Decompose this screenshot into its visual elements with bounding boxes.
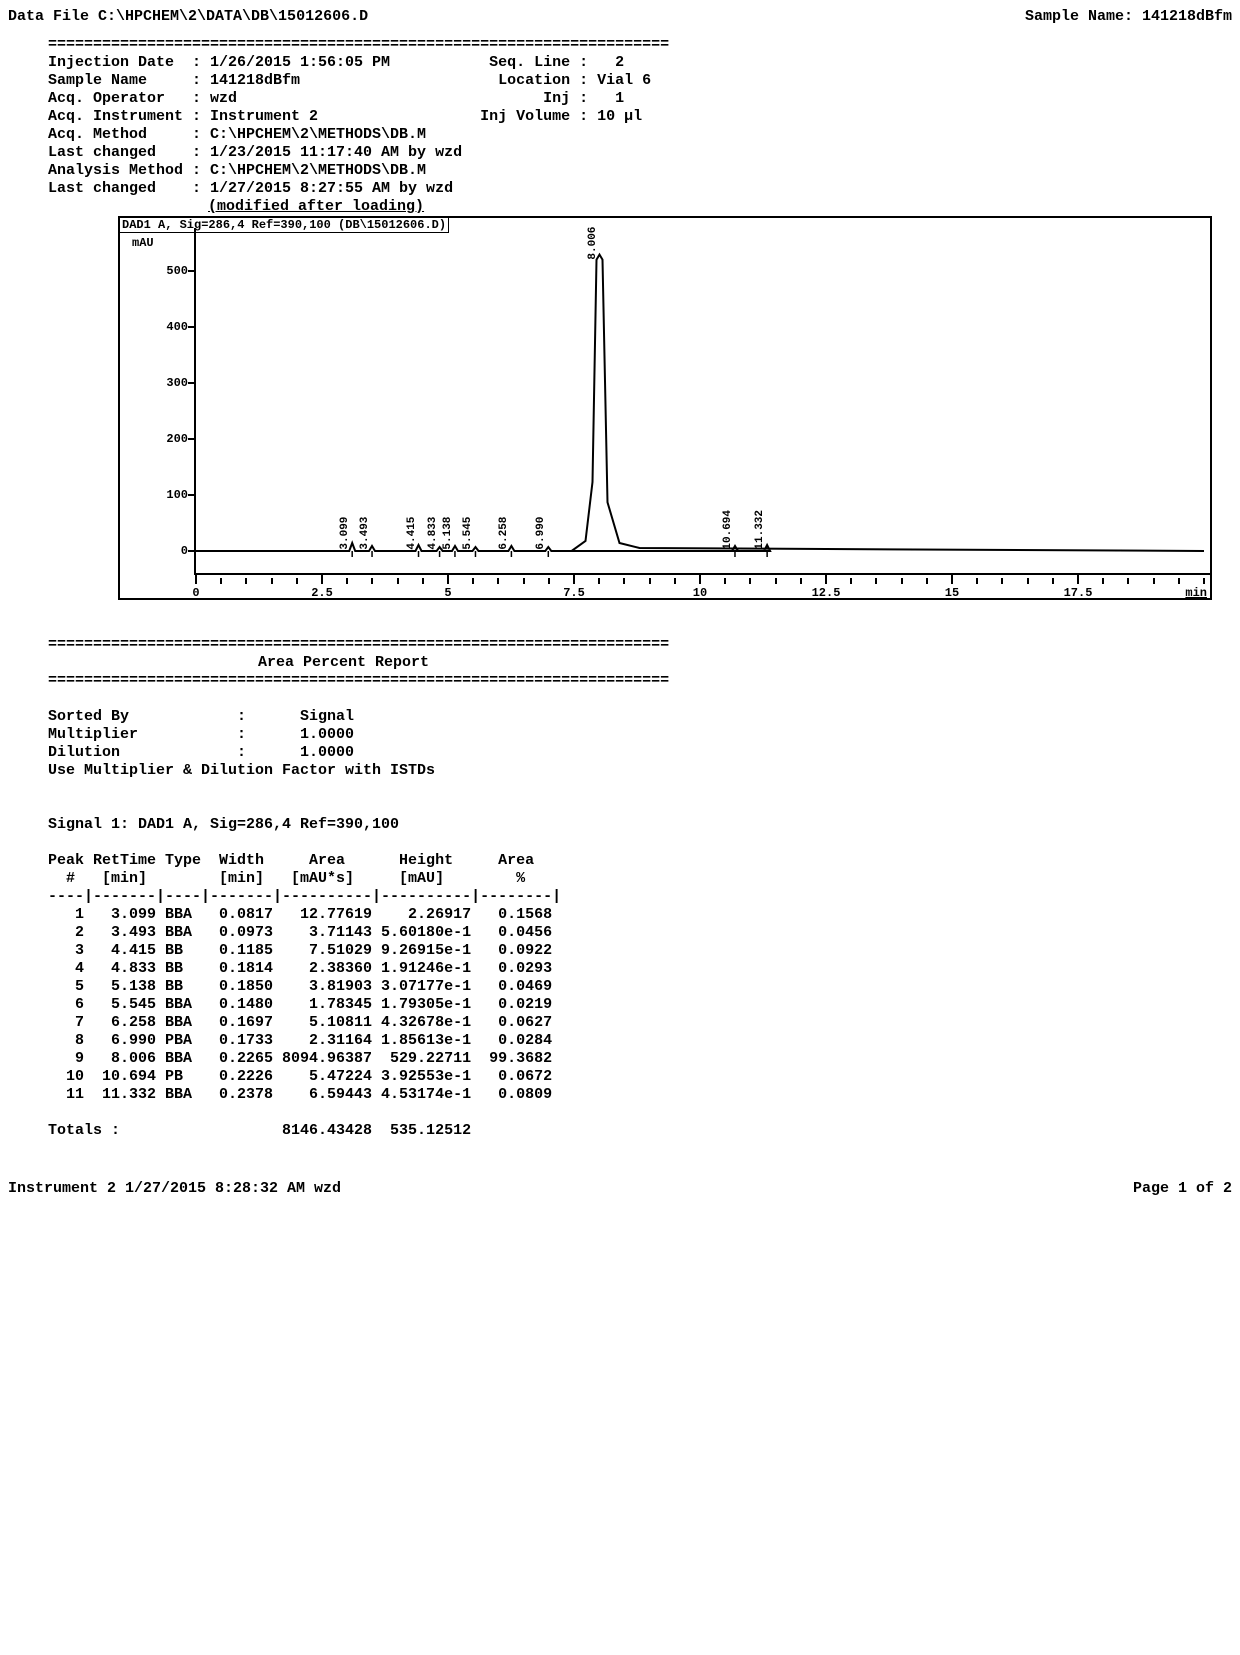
- x-minor-tick: [850, 578, 852, 584]
- y-tick: [188, 326, 194, 328]
- y-tick-label: 0: [148, 544, 188, 558]
- x-minor-tick: [497, 578, 499, 584]
- x-tick-label: 15: [945, 586, 959, 600]
- x-minor-tick: [296, 578, 298, 584]
- data-file-path: C:\HPCHEM\2\DATA\DB\15012606.D: [98, 8, 368, 25]
- x-tick-label: 17.5: [1064, 586, 1093, 600]
- x-tick: [195, 574, 197, 584]
- x-tick-label: 7.5: [563, 586, 585, 600]
- x-minor-tick: [422, 578, 424, 584]
- header-row: Data File C:\HPCHEM\2\DATA\DB\15012606.D…: [8, 8, 1232, 26]
- x-minor-tick: [271, 578, 273, 584]
- y-tick: [188, 438, 194, 440]
- x-tick: [447, 574, 449, 584]
- x-minor-tick: [346, 578, 348, 584]
- x-minor-tick: [649, 578, 651, 584]
- report-params: Sorted By : Signal Multiplier : 1.0000 D…: [48, 708, 1232, 780]
- peak-label: 6.258: [498, 517, 511, 550]
- x-tick-label: 10: [693, 586, 707, 600]
- x-minor-tick: [724, 578, 726, 584]
- footer-right: Page 1 of 2: [1133, 1180, 1232, 1198]
- x-minor-tick: [926, 578, 928, 584]
- data-file-label: Data File: [8, 8, 89, 25]
- table-rule: ----|-------|----|-------|----------|---…: [48, 888, 1232, 906]
- x-tick-label: 5: [444, 586, 451, 600]
- peak-label: 11.332: [754, 510, 767, 550]
- y-tick-label: 300: [148, 376, 188, 390]
- x-tick-label: 0: [192, 586, 199, 600]
- x-minor-tick: [472, 578, 474, 584]
- x-minor-tick: [1203, 578, 1205, 584]
- y-tick: [188, 550, 194, 552]
- signal-line: Signal 1: DAD1 A, Sig=286,4 Ref=390,100: [48, 816, 1232, 834]
- peak-label: 5.545: [462, 517, 475, 550]
- separator-report-bottom: ========================================…: [48, 672, 1232, 690]
- peak-label: 5.138: [442, 517, 455, 550]
- peak-label: 3.099: [339, 517, 352, 550]
- meta-modified: (modified after loading): [208, 198, 424, 215]
- x-minor-tick: [397, 578, 399, 584]
- chromatogram-plot: [120, 218, 1210, 598]
- x-minor-tick: [1178, 578, 1180, 584]
- x-minor-tick: [775, 578, 777, 584]
- y-tick-label: 400: [148, 320, 188, 334]
- peak-label: 6.990: [535, 517, 548, 550]
- peak-label: 4.415: [405, 517, 418, 550]
- y-tick-label: 500: [148, 264, 188, 278]
- x-minor-tick: [548, 578, 550, 584]
- chromatogram-chart: DAD1 A, Sig=286,4 Ref=390,100 (DB\150126…: [118, 216, 1212, 600]
- peak-label: 4.833: [426, 517, 439, 550]
- x-minor-tick: [1102, 578, 1104, 584]
- x-tick: [1077, 574, 1079, 584]
- x-minor-tick: [1001, 578, 1003, 584]
- x-minor-tick: [1153, 578, 1155, 584]
- y-tick-label: 100: [148, 488, 188, 502]
- peak-label: 3.493: [359, 517, 372, 550]
- x-minor-tick: [220, 578, 222, 584]
- x-tick: [825, 574, 827, 584]
- x-minor-tick: [674, 578, 676, 584]
- x-minor-tick: [976, 578, 978, 584]
- x-tick: [699, 574, 701, 584]
- x-minor-tick: [371, 578, 373, 584]
- peak-label-main: 8.006: [586, 226, 599, 259]
- x-minor-tick: [875, 578, 877, 584]
- x-tick: [321, 574, 323, 584]
- y-tick-label: 200: [148, 432, 188, 446]
- x-minor-tick: [1127, 578, 1129, 584]
- footer-left: Instrument 2 1/27/2015 8:28:32 AM wzd: [8, 1180, 341, 1198]
- x-minor-tick: [598, 578, 600, 584]
- y-tick: [188, 494, 194, 496]
- x-minor-tick: [1052, 578, 1054, 584]
- x-minor-tick: [901, 578, 903, 584]
- peak-label: 10.694: [722, 510, 735, 550]
- x-minor-tick: [800, 578, 802, 584]
- meta-lines: Injection Date : 1/26/2015 1:56:05 PM Se…: [48, 54, 1232, 198]
- x-minor-tick: [523, 578, 525, 584]
- y-tick: [188, 382, 194, 384]
- meta-block: ========================================…: [48, 36, 1232, 216]
- separator-top: ========================================…: [48, 36, 1232, 54]
- table-header: Peak RetTime Type Width Area Height Area…: [48, 852, 1232, 888]
- sample-name: 141218dBfm: [1142, 8, 1232, 25]
- x-tick-label: 12.5: [812, 586, 841, 600]
- x-tick-label: 2.5: [311, 586, 333, 600]
- x-minor-tick: [1027, 578, 1029, 584]
- table-totals: Totals : 8146.43428 535.12512: [48, 1122, 1232, 1140]
- report-block: ========================================…: [48, 618, 1232, 1140]
- y-tick: [188, 270, 194, 272]
- table-rows: 1 3.099 BBA 0.0817 12.77619 2.26917 0.15…: [48, 906, 1232, 1104]
- x-minor-tick: [749, 578, 751, 584]
- report-title: Area Percent Report: [48, 654, 1232, 672]
- x-tick: [951, 574, 953, 584]
- separator-report-top: ========================================…: [48, 636, 1232, 654]
- footer: Instrument 2 1/27/2015 8:28:32 AM wzd Pa…: [8, 1180, 1232, 1198]
- x-tick: [573, 574, 575, 584]
- sample-name-label: Sample Name:: [1025, 8, 1133, 25]
- x-minor-tick: [245, 578, 247, 584]
- x-minor-tick: [623, 578, 625, 584]
